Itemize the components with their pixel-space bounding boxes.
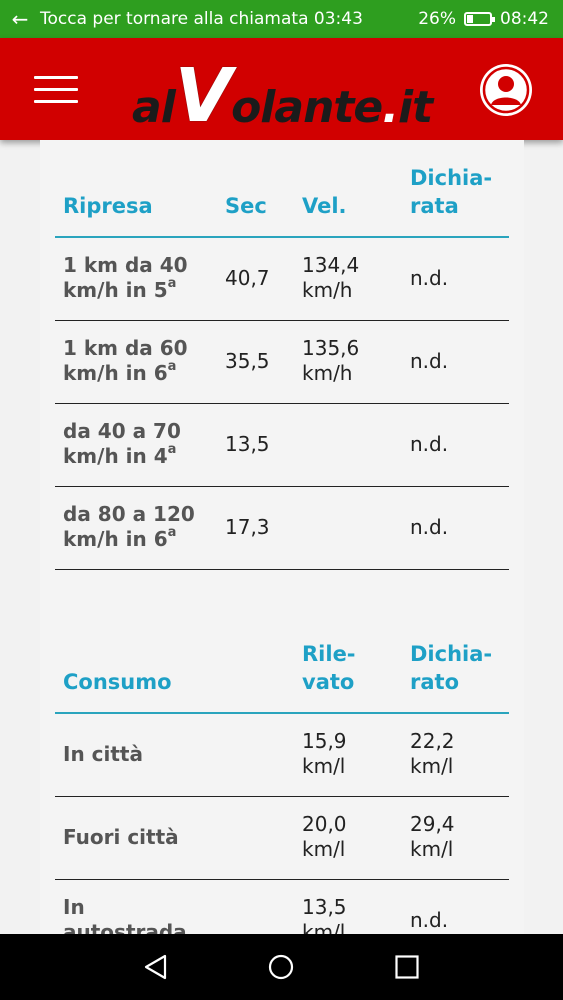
back-arrow-icon[interactable]: ← [11, 7, 29, 31]
header-dichiarato-2: rato [410, 670, 459, 694]
row-label-line2: km/h in 5a [63, 276, 177, 302]
row-label-line1: 1 km da 40 [63, 253, 188, 277]
rilevato-unit: km/l [302, 754, 346, 778]
dichiarata-value: n.d. [410, 515, 449, 539]
table-row: 1 km da 60 km/h in 6a 35,5 135,6 km/h n.… [55, 321, 509, 404]
table-row: 1 km da 40 km/h in 5a 40,7 134,4 km/h n.… [55, 238, 509, 321]
row-label-line1: 1 km da 60 [63, 336, 188, 360]
vel-value: 135,6 [302, 336, 360, 360]
header-consumo: Consumo [63, 670, 172, 694]
consumo-table: Consumo Rile- vato Dichia- rato In città… [55, 636, 509, 934]
sec-value: 40,7 [225, 266, 270, 290]
header-sec: Sec [225, 194, 267, 218]
row-label-line2: km/h in 6a [63, 359, 177, 385]
vel-unit: km/h [302, 361, 353, 385]
dichiarato-value: 29,4 [410, 812, 455, 836]
row-label-line1: da 80 a 120 [63, 502, 195, 526]
dichiarato-unit: km/l [410, 837, 454, 861]
table-row: In città 15,9 km/l 22,2 km/l [55, 714, 509, 797]
table-row: da 40 a 70 km/h in 4a 13,5 n.d. [55, 404, 509, 487]
vel-value: 134,4 [302, 253, 360, 277]
dichiarato-unit: km/l [410, 754, 454, 778]
table-header-row: Ripresa Sec Vel. Dichia- rata [55, 160, 509, 238]
dichiarata-value: n.d. [410, 349, 449, 373]
header-rilevato-2: vato [302, 670, 355, 694]
nav-home-icon[interactable] [268, 954, 294, 980]
performance-content[interactable]: Ripresa Sec Vel. Dichia- rata 1 km da 40… [40, 140, 524, 934]
clock: 08:42 [500, 9, 549, 29]
row-label-line2: km/h in 4a [63, 442, 177, 468]
system-navigation-bar [0, 934, 563, 1000]
nav-back-icon[interactable] [143, 954, 169, 980]
return-to-call-text[interactable]: Tocca per tornare alla chiamata 03:43 [40, 9, 363, 29]
header-dichiarata-2: rata [410, 194, 459, 218]
row-label-line1: da 40 a 70 [63, 419, 181, 443]
rilevato-value: 20,0 [302, 812, 347, 836]
sec-value: 17,3 [225, 515, 270, 539]
table-header-row: Consumo Rile- vato Dichia- rato [55, 636, 509, 714]
ripresa-table: Ripresa Sec Vel. Dichia- rata 1 km da 40… [55, 160, 509, 570]
hamburger-menu-icon[interactable] [34, 76, 78, 106]
header-ripresa: Ripresa [63, 194, 153, 218]
sec-value: 35,5 [225, 349, 270, 373]
row-label-line2: km/h in 6a [63, 525, 177, 551]
status-bar[interactable]: ← Tocca per tornare alla chiamata 03:43 … [0, 0, 563, 38]
header-dichiarata-1: Dichia- [410, 166, 493, 190]
sec-value: 13,5 [225, 432, 270, 456]
dichiarato-value: n.d. [410, 908, 449, 932]
user-account-icon[interactable] [480, 64, 532, 116]
status-indicators: 26% 08:42 [418, 9, 563, 29]
row-label: Fuori città [63, 825, 179, 849]
dichiarata-value: n.d. [410, 266, 449, 290]
rilevato-unit: km/l [302, 920, 346, 934]
battery-icon [464, 12, 495, 26]
row-label-line1: In [63, 895, 85, 919]
rilevato-value: 13,5 [302, 895, 347, 919]
row-label-line2: autostrada [63, 920, 187, 934]
nav-recents-icon[interactable] [394, 954, 420, 980]
dichiarata-value: n.d. [410, 432, 449, 456]
table-row: In autostrada 13,5 km/l n.d. [55, 880, 509, 934]
header-rilevato-1: Rile- [302, 642, 356, 666]
row-label: In città [63, 742, 143, 766]
header-vel: Vel. [302, 194, 347, 218]
battery-percent: 26% [418, 9, 456, 29]
table-row: Fuori città 20,0 km/l 29,4 km/l [55, 797, 509, 880]
vel-unit: km/h [302, 278, 353, 302]
rilevato-unit: km/l [302, 837, 346, 861]
table-row: da 80 a 120 km/h in 6a 17,3 n.d. [55, 487, 509, 570]
dichiarato-value: 22,2 [410, 729, 455, 753]
header-dichiarato-1: Dichia- [410, 642, 493, 666]
rilevato-value: 15,9 [302, 729, 347, 753]
